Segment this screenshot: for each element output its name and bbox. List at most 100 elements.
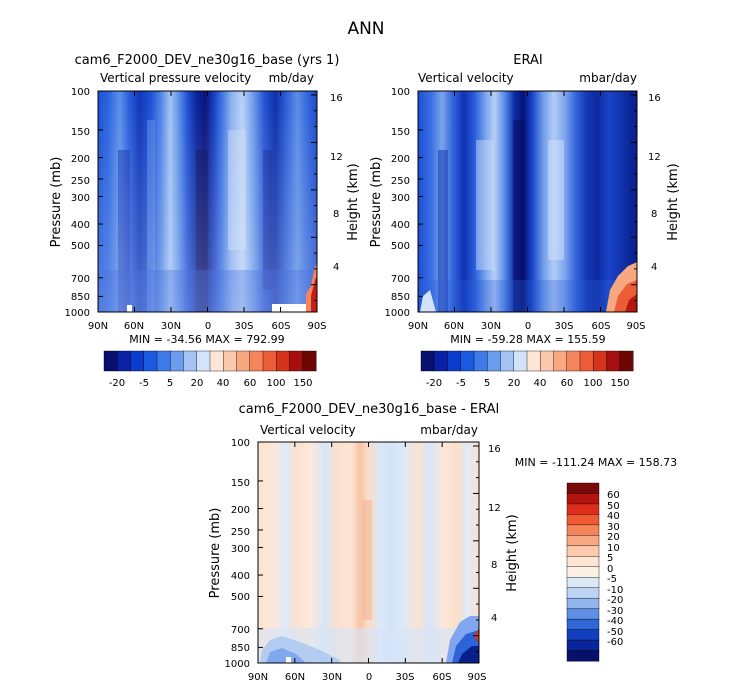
x-tick-label: 60N <box>124 321 144 332</box>
y-tick-labels: 100 150 200 250 300 400 500 700 850 1000 <box>65 87 90 319</box>
height-tick-label: 4 <box>333 262 339 273</box>
surface-mask <box>272 304 306 312</box>
colorbar-swatch <box>566 587 600 599</box>
y-axis-label: Pressure (mb) <box>208 508 223 599</box>
panel-title: cam6_F2000_DEV_ne30g16_base (yrs 1) <box>75 53 340 68</box>
height-tick-label: 12 <box>488 503 501 514</box>
colorbar-label: -60 <box>607 637 623 648</box>
colorbar-swatch <box>606 350 621 372</box>
x-tick-label: 90N <box>408 321 428 332</box>
field-band <box>438 150 448 312</box>
y-tick-label: 100 <box>231 438 250 449</box>
colorbar-swatch <box>500 350 515 372</box>
y-tick-label: 1000 <box>385 308 410 319</box>
x-tick-labels: 90N 60N 30N 0 30S 60S 90S <box>88 321 327 332</box>
colorbar-label: -50 <box>607 627 623 638</box>
x-tick-label: 60S <box>591 321 610 332</box>
colorbar-label: -5 <box>456 378 466 389</box>
min-max-stats: MIN = -59.28 MAX = 155.59 <box>450 333 605 346</box>
right-subtitle: mbar/day <box>420 423 478 437</box>
height-tick-label: 8 <box>333 209 339 220</box>
field-band <box>418 280 637 312</box>
colorbar-swatch <box>434 350 449 372</box>
panel-title: ERAI <box>513 53 542 68</box>
min-max-stats: MIN = -34.56 MAX = 792.99 <box>129 333 284 346</box>
colorbar-swatch <box>236 350 251 372</box>
height-tick-label: 16 <box>330 93 343 104</box>
colorbar-label: 150 <box>610 378 629 389</box>
field-band <box>513 120 525 312</box>
x-tick-label: 30S <box>234 321 253 332</box>
y-axis-label: Pressure (mb) <box>369 157 384 248</box>
field-band <box>362 500 372 620</box>
colorbar-swatch <box>540 350 555 372</box>
figure-title: ANN <box>347 19 384 39</box>
colorbar-label: 100 <box>266 378 285 389</box>
colorbar-swatch <box>487 350 502 372</box>
colorbar-swatch <box>473 350 488 372</box>
colorbar-label: 20 <box>191 378 204 389</box>
colorbar-label: 5 <box>484 378 490 389</box>
colorbar-swatch <box>447 350 462 372</box>
height-tick-label: 4 <box>491 613 497 624</box>
axis-ticks <box>257 441 480 664</box>
colorbar-swatch <box>566 618 600 631</box>
near-zero-region <box>420 290 436 312</box>
negative-region <box>458 646 479 663</box>
height-tick-label: 4 <box>651 262 657 273</box>
colorbar-swatch <box>579 350 594 372</box>
colorbar-swatch <box>566 608 600 620</box>
colorbar-swatch <box>302 350 317 372</box>
colorbar-swatch <box>209 350 224 372</box>
field-band <box>548 140 564 260</box>
colorbar-swatch <box>566 535 600 547</box>
colorbar-swatch <box>619 350 634 372</box>
height-tick-label: 8 <box>651 209 657 220</box>
field-band <box>476 140 494 270</box>
colorbar-swatch <box>566 493 600 505</box>
y-tick-label: 200 <box>71 154 90 165</box>
x-tick-label: 90S <box>626 321 645 332</box>
colorbar-label: -20 <box>109 378 125 389</box>
colorbar-label: -30 <box>607 606 623 617</box>
x-tick-label: 90N <box>248 672 268 683</box>
plot-area <box>417 90 638 313</box>
colorbar-swatch <box>566 350 581 372</box>
left-subtitle: Vertical pressure velocity <box>100 71 251 85</box>
left-subtitle: Vertical velocity <box>418 71 514 85</box>
y-tick-label: 200 <box>231 505 250 516</box>
x-tick-labels: 90N 60N 30N 0 30S 60S 90S <box>408 321 646 332</box>
y-tick-label: 1000 <box>65 308 90 319</box>
y-tick-label: 300 <box>391 193 410 204</box>
x-tick-labels: 90N 60N 30N 0 30S 60S 90S <box>248 672 487 683</box>
x-tick-label: 0 <box>366 672 372 683</box>
y-right-tick-labels: 16 12 8 4 <box>648 93 661 273</box>
colorbar-label: -20 <box>426 378 442 389</box>
field-band <box>98 91 317 312</box>
y-tick-label: 700 <box>391 274 410 285</box>
x-tick-label: 0 <box>525 321 531 332</box>
colorbar-label: 0 <box>607 564 613 575</box>
y-tick-label: 700 <box>71 274 90 285</box>
y-tick-label: 500 <box>231 592 250 603</box>
colorbar-swatch <box>289 350 304 372</box>
negative-region <box>266 648 306 663</box>
x-tick-label: 0 <box>205 321 211 332</box>
colorbar-label: 30 <box>607 522 620 533</box>
colorbar-swatch <box>566 556 600 568</box>
x-tick-label: 30S <box>554 321 573 332</box>
colorbar-swatch <box>156 350 171 372</box>
x-tick-label: 90N <box>88 321 108 332</box>
colorbar-label: 50 <box>607 501 620 512</box>
y-tick-labels: 100 150 200 250 300 400 500 700 850 1000 <box>225 438 250 670</box>
colorbar-swatch <box>143 350 158 372</box>
positive-region <box>625 294 637 312</box>
panel-difference: cam6_F2000_DEV_ne30g16_base - ERAI Verti… <box>208 402 677 683</box>
x-tick-label: 30N <box>481 321 501 332</box>
colorbar-swatch <box>566 639 600 652</box>
panel-title: cam6_F2000_DEV_ne30g16_base - ERAI <box>239 402 500 417</box>
colorbar-label: 10 <box>607 543 620 554</box>
colorbar-swatch <box>566 514 600 526</box>
